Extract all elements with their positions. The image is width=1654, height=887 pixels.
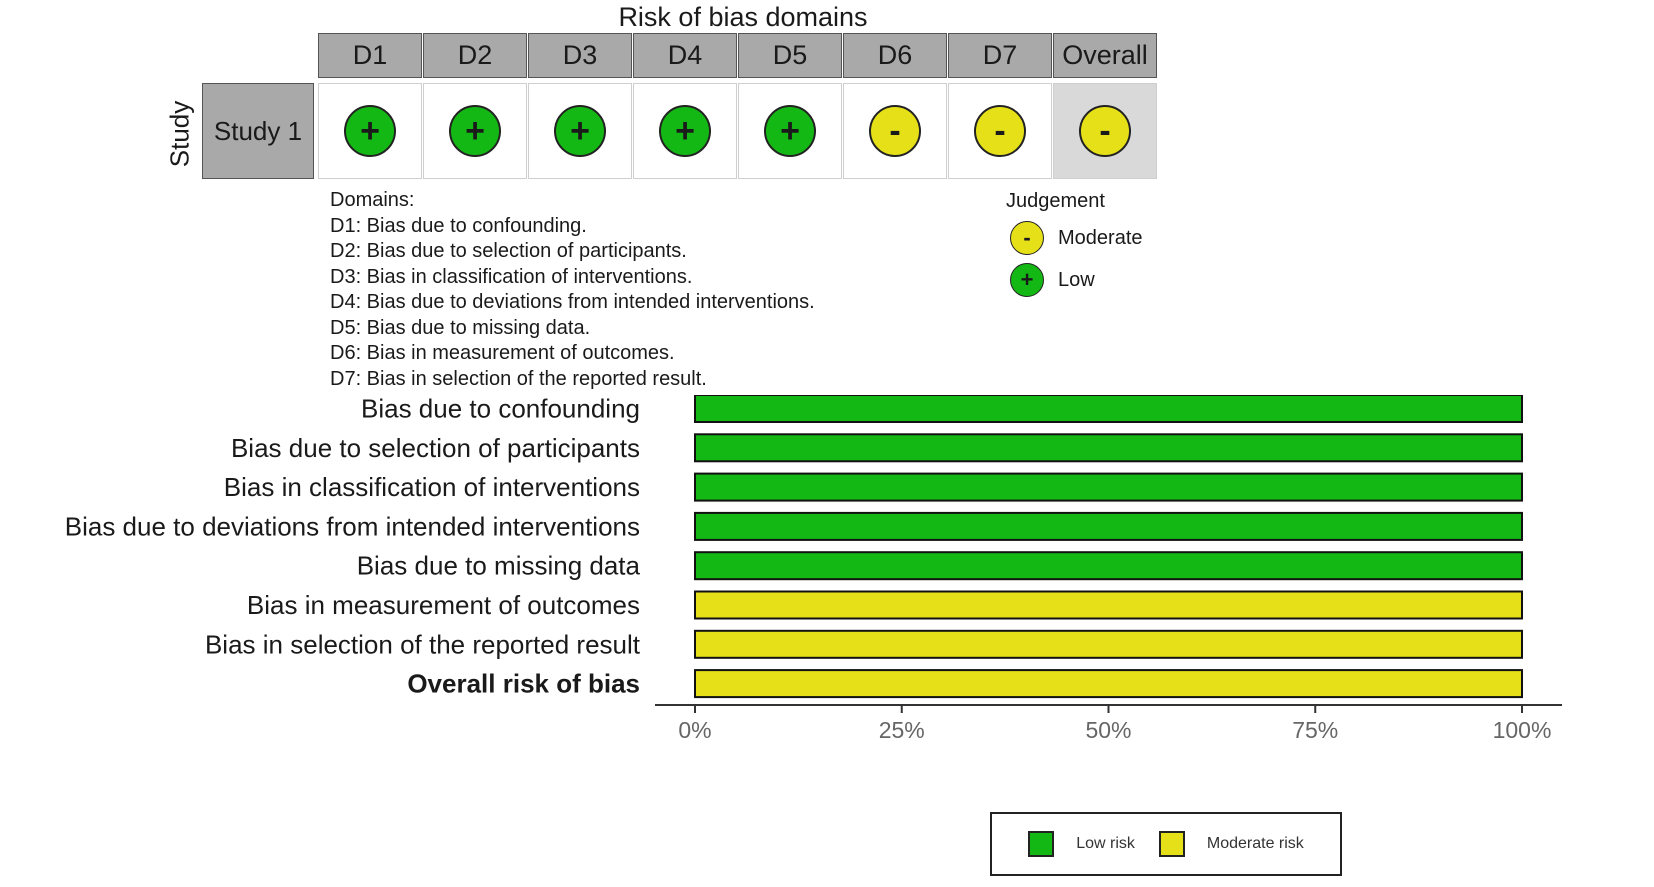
legend-item-low: Low risk [1028,831,1135,857]
domain-header-d7: D7 [948,33,1052,78]
category-label: Bias in classification of interventions [224,472,640,502]
judgement-cell-d1: + [318,83,422,179]
moderate-risk-dot-icon: - [869,105,921,157]
domain-header-d2: D2 [423,33,527,78]
moderate-risk-dot-icon: - [974,105,1026,157]
domain-item: D4: Bias due to deviations from intended… [330,291,815,313]
traffic-light-title: Risk of bias domains [618,2,868,32]
domains-legend: Domains: D1: Bias due to confounding. D2… [330,188,815,392]
x-tick-label: 25% [879,717,925,743]
bar-moderate-risk [694,629,1523,659]
judgement-legend: Judgement - Moderate + Low [1006,190,1143,297]
bar-low-risk [694,511,1523,541]
x-tick-label: 75% [1292,717,1338,743]
judgement-cell-d4: + [633,83,737,179]
judgement-item-low: + Low [1010,263,1143,297]
study-judgement-row: + + + + + - - - [318,83,1158,179]
judgement-cell-d7: - [948,83,1052,179]
x-tick-label: 0% [678,717,711,743]
low-risk-dot-icon: + [764,105,816,157]
bar-low-risk [694,551,1523,581]
low-dot-icon: + [1010,263,1044,297]
study-axis-text: Study [164,100,195,168]
domain-item: D2: Bias due to selection of participant… [330,240,687,262]
bar-low-risk [694,472,1523,502]
judgement-cell-d2: + [423,83,527,179]
judgement-cell-d3: + [528,83,632,179]
bar-chart-legend: Low risk Moderate risk [990,812,1342,876]
category-label: Bias in measurement of outcomes [247,590,640,620]
legend-item-moderate: Moderate risk [1158,831,1304,857]
judgement-cell-overall: - [1053,83,1157,179]
low-risk-dot-icon: + [344,105,396,157]
legend-label: Moderate risk [1206,835,1304,852]
domain-item: D1: Bias due to confounding. [330,214,587,237]
category-label: Bias due to deviations from intended int… [65,511,640,541]
judgement-cell-d5: + [738,83,842,179]
judgement-legend-title: Judgement [1006,190,1105,212]
low-risk-swatch [1028,831,1055,857]
study-label: Study 1 [202,83,314,179]
x-tick-label: 50% [1085,717,1131,743]
domain-header-row: D1 D2 D3 D4 D5 D6 D7 Overall [318,33,1158,80]
domain-item: D5: Bias due to missing data. [330,316,591,339]
judgement-label: Low [1058,268,1095,291]
category-label: Bias due to missing data [357,551,641,581]
summary-bar-chart: Bias due to confounding Bias due to selec… [65,395,1562,743]
moderate-risk-dot-icon: - [1079,105,1131,157]
domain-item: D3: Bias in classification of interventi… [330,265,693,288]
judgement-item-moderate: - Moderate [1010,221,1143,255]
legend-label: Low risk [1076,835,1135,852]
domain-header-overall: Overall [1053,33,1157,78]
category-label: Bias due to selection of participants [231,433,640,463]
judgement-cell-d6: - [843,83,947,179]
moderate-dot-icon: - [1010,221,1044,255]
category-label: Overall risk of bias [407,669,640,699]
domain-header-d6: D6 [843,33,947,78]
moderate-risk-swatch [1158,831,1185,857]
low-risk-dot-icon: + [554,105,606,157]
bar-moderate-risk [694,590,1523,620]
bar-moderate-risk [694,669,1523,699]
category-label: Bias in selection of the reported result [205,629,641,659]
domain-item: D7: Bias in selection of the reported re… [330,367,707,390]
bar-low-risk [694,395,1523,423]
low-risk-dot-icon: + [449,105,501,157]
domain-item: D6: Bias in measurement of outcomes. [330,342,675,364]
domain-header-d1: D1 [318,33,422,78]
domain-header-d3: D3 [528,33,632,78]
domain-header-d4: D4 [633,33,737,78]
low-risk-dot-icon: + [659,105,711,157]
judgement-label: Moderate [1058,226,1143,249]
category-label: Bias due to confounding [361,395,640,424]
bar-low-risk [694,433,1523,463]
x-tick-label: 100% [1493,717,1552,743]
domain-header-d5: D5 [738,33,842,78]
domains-legend-title: Domains: [330,189,415,211]
